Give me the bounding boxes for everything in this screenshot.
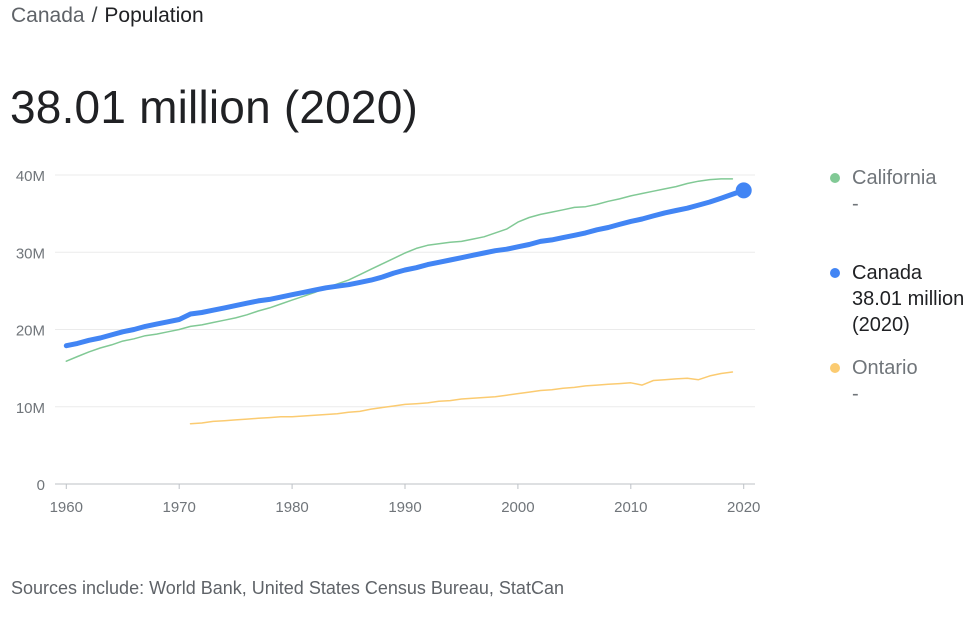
ontario-dot-icon <box>830 363 840 373</box>
x-tick-label: 2000 <box>501 499 534 516</box>
breadcrumb-link-canada[interactable]: Canada <box>11 4 85 27</box>
series-line-california <box>65 178 734 362</box>
x-tick-label: 1990 <box>388 499 421 516</box>
population-headline: 38.01 million (2020) <box>10 81 419 133</box>
x-tick-label: 1980 <box>275 499 308 516</box>
canada-dot-icon <box>830 268 840 278</box>
california-dot-icon <box>830 173 840 183</box>
legend-name-ontario: Ontario <box>852 357 918 379</box>
y-tick-label: 20M <box>16 323 45 340</box>
highlight-point-canada <box>735 182 752 199</box>
legend-value-ontario: - <box>852 383 859 405</box>
legend-item-canada[interactable]: Canada 38.01 million (2020) <box>828 260 980 338</box>
series-line-ontario <box>189 371 734 425</box>
breadcrumb: Canada / Population <box>11 4 204 28</box>
legend-name-canada: Canada <box>852 262 923 284</box>
legend-name-california: California <box>852 167 937 189</box>
legend-item-california[interactable]: California - <box>828 165 936 217</box>
y-tick-label: 0 <box>37 477 45 494</box>
y-tick-label: 30M <box>16 245 45 262</box>
population-line-chart[interactable]: 0 10M 20M 30M 40M 1960 1970 1980 1990 2000 2010 202… <box>0 150 800 525</box>
legend-value-canada: 38.01 million (2020) <box>852 288 965 336</box>
breadcrumb-separator: / <box>91 4 98 27</box>
series-line-canada <box>63 187 747 349</box>
y-tick-label: 40M <box>16 168 45 185</box>
legend-value-california: - <box>852 193 859 215</box>
x-tick-label: 2010 <box>614 499 647 516</box>
sources-footnote: Sources include: World Bank, United Stat… <box>11 578 564 598</box>
breadcrumb-current-population: Population <box>104 4 204 27</box>
x-tick-label: 1960 <box>50 499 83 516</box>
legend-item-ontario[interactable]: Ontario - <box>828 355 918 407</box>
x-tick-label: 2020 <box>727 499 760 516</box>
y-tick-label: 10M <box>16 400 45 417</box>
x-tick-label: 1970 <box>163 499 196 516</box>
